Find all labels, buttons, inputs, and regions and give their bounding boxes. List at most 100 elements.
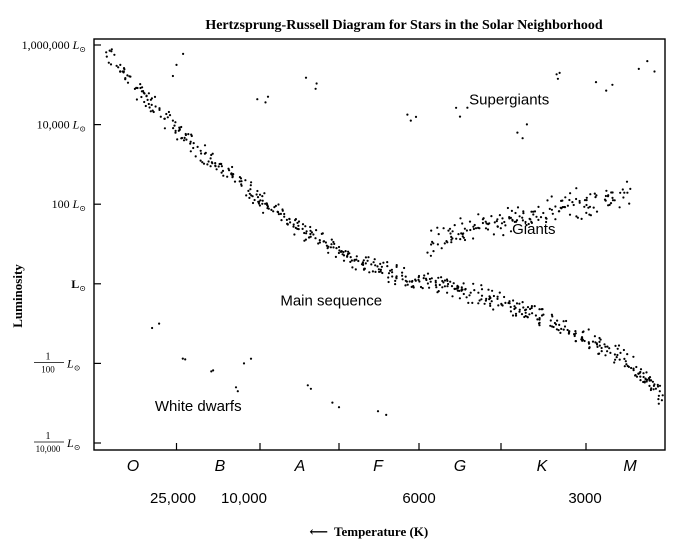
star-point <box>270 208 273 211</box>
star-point <box>542 211 545 215</box>
plot-frame <box>93 38 666 451</box>
star-point <box>585 196 588 199</box>
star-point <box>250 181 253 184</box>
star-point <box>355 258 358 261</box>
star-point <box>455 237 458 240</box>
star-point <box>606 345 609 348</box>
star-point <box>489 304 492 307</box>
star-point <box>124 77 127 80</box>
star-point <box>624 360 627 363</box>
star-point <box>618 206 621 209</box>
star-point <box>632 369 635 372</box>
star-point <box>325 244 328 247</box>
star-point <box>524 220 527 224</box>
star-point <box>464 288 467 291</box>
star-point <box>531 312 534 315</box>
star-point <box>504 224 507 227</box>
star-point <box>395 276 398 279</box>
star-point <box>424 277 428 280</box>
star-point <box>184 358 187 361</box>
y-tick-unit-letter: L <box>71 277 79 291</box>
star-point <box>220 162 223 166</box>
star-point <box>522 212 525 215</box>
star-point <box>238 176 241 179</box>
star-point <box>558 71 561 74</box>
star-point <box>450 235 453 238</box>
star-point <box>514 306 517 309</box>
star-point <box>611 196 614 199</box>
star-point <box>247 189 250 192</box>
star-point <box>437 233 440 236</box>
star-point <box>183 136 186 139</box>
star-point <box>318 241 321 244</box>
y-tick-unit-letter: L <box>72 118 80 132</box>
star-point <box>491 289 494 292</box>
star-point <box>625 180 629 183</box>
star-point <box>513 305 516 308</box>
star-point <box>545 217 548 220</box>
star-point <box>267 207 270 210</box>
star-point <box>522 306 525 309</box>
y-axis-label: Luminosity <box>10 264 25 328</box>
star-point <box>152 110 155 114</box>
star-point <box>501 304 504 307</box>
star-point <box>552 325 555 329</box>
star-point <box>165 112 168 116</box>
star-point <box>653 70 656 73</box>
star-point <box>214 162 217 165</box>
star-point <box>294 219 297 222</box>
star-point <box>629 187 632 190</box>
star-point <box>595 210 599 213</box>
star-point <box>140 95 143 99</box>
star-point <box>301 227 304 230</box>
star-point <box>434 279 437 282</box>
star-point <box>204 151 207 154</box>
star-point <box>376 265 379 268</box>
star-point <box>514 312 518 315</box>
star-point <box>167 110 170 114</box>
star-point <box>600 346 603 350</box>
star-point <box>143 100 146 104</box>
star-point <box>324 241 327 244</box>
star-point <box>119 70 122 73</box>
star-point <box>321 232 324 235</box>
star-point <box>656 385 660 388</box>
star-point <box>248 196 251 199</box>
star-point <box>458 115 462 118</box>
star-point <box>180 136 184 140</box>
star-point <box>526 306 530 309</box>
y-tick-sun-symbol: ⊙ <box>79 204 86 213</box>
star-point <box>609 202 613 205</box>
star-point <box>657 402 660 405</box>
star-point <box>574 332 577 335</box>
star-point <box>492 233 495 236</box>
star-point <box>566 328 569 332</box>
star-point <box>626 353 629 356</box>
star-point <box>621 188 624 191</box>
star-point <box>248 192 251 195</box>
star-point <box>500 222 504 225</box>
star-point <box>176 138 179 141</box>
star-point <box>462 282 465 285</box>
star-point <box>395 264 398 267</box>
star-point <box>561 199 564 202</box>
star-point <box>434 284 437 287</box>
star-point <box>484 220 487 223</box>
star-point <box>293 233 296 236</box>
star-point <box>623 365 626 368</box>
star-point <box>588 205 592 208</box>
star-point <box>401 278 404 281</box>
star-point <box>514 314 518 317</box>
star-point <box>457 233 460 236</box>
star-point <box>158 108 161 111</box>
star-point <box>446 285 449 288</box>
star-point <box>555 73 558 76</box>
star-point <box>404 275 407 278</box>
star-point <box>585 199 588 202</box>
star-point <box>274 204 277 207</box>
star-point <box>594 341 597 344</box>
star-point <box>451 295 454 298</box>
star-point <box>585 203 588 207</box>
star-point <box>368 271 371 274</box>
